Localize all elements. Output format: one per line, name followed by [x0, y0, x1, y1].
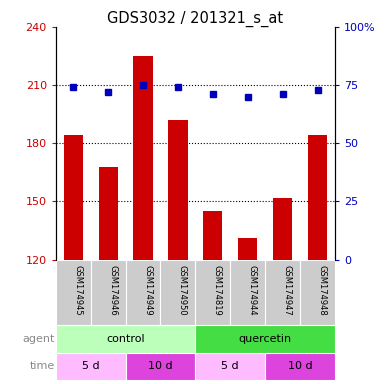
- Bar: [168, 120, 187, 260]
- Text: time: time: [30, 361, 55, 371]
- Text: 10 d: 10 d: [288, 361, 312, 371]
- Bar: [265, 260, 300, 325]
- Bar: [56, 325, 195, 353]
- Bar: [56, 353, 126, 380]
- Bar: [64, 136, 83, 260]
- Title: GDS3032 / 201321_s_at: GDS3032 / 201321_s_at: [107, 11, 283, 27]
- Bar: [126, 260, 161, 325]
- Text: quercetin: quercetin: [239, 334, 292, 344]
- Bar: [99, 167, 118, 260]
- Bar: [195, 325, 335, 353]
- Text: control: control: [106, 334, 145, 344]
- Text: GSM174946: GSM174946: [108, 265, 117, 316]
- Text: GSM174944: GSM174944: [248, 265, 257, 315]
- Bar: [195, 260, 230, 325]
- Text: GSM174947: GSM174947: [283, 265, 291, 316]
- Bar: [195, 353, 265, 380]
- Text: 10 d: 10 d: [148, 361, 173, 371]
- Text: GSM174950: GSM174950: [178, 265, 187, 315]
- Text: GSM174948: GSM174948: [318, 265, 326, 316]
- Bar: [273, 197, 292, 260]
- Bar: [265, 353, 335, 380]
- Bar: [308, 136, 327, 260]
- Text: GSM174949: GSM174949: [143, 265, 152, 315]
- Bar: [91, 260, 126, 325]
- Bar: [126, 353, 195, 380]
- Bar: [300, 260, 335, 325]
- Bar: [238, 238, 257, 260]
- Bar: [161, 260, 195, 325]
- Text: GSM174819: GSM174819: [213, 265, 222, 316]
- Text: 5 d: 5 d: [221, 361, 239, 371]
- Bar: [56, 260, 91, 325]
- Text: 5 d: 5 d: [82, 361, 100, 371]
- Text: GSM174945: GSM174945: [73, 265, 82, 315]
- Bar: [203, 211, 223, 260]
- Text: agent: agent: [23, 334, 55, 344]
- Bar: [230, 260, 265, 325]
- Bar: [134, 56, 152, 260]
